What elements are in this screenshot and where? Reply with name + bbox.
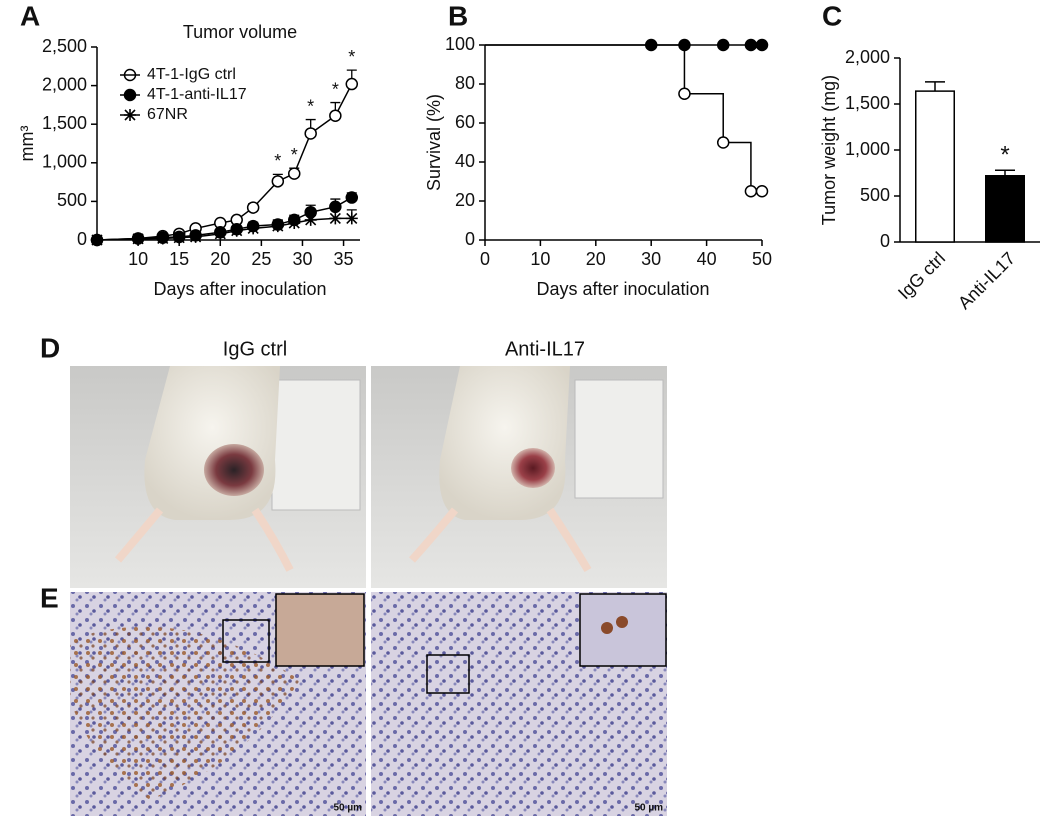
- marker: [716, 38, 730, 52]
- legend-label: 4T-1-IgG ctrl: [147, 66, 236, 83]
- micrograph-igg: [70, 592, 366, 816]
- y-tick-label: 60: [455, 112, 475, 132]
- panel-label: E: [40, 582, 59, 613]
- significance-mark: *: [1000, 142, 1009, 169]
- error-bar: [995, 169, 1015, 176]
- marker: [744, 38, 758, 52]
- legend-label: 4T-1-anti-IL17: [147, 86, 247, 103]
- marker: [156, 232, 169, 245]
- y-axis-label: Tumor weight (mg): [819, 75, 839, 225]
- marker: [189, 230, 202, 243]
- x-tick-label: 10: [530, 249, 550, 269]
- marker: [132, 232, 145, 245]
- panel-label: D: [40, 332, 60, 363]
- x-tick-label: 20: [210, 249, 230, 269]
- legend-label: 67NR: [147, 106, 188, 123]
- y-tick-label: 2,000: [845, 47, 890, 67]
- x-axis-label: Days after inoculation: [153, 279, 326, 299]
- marker: [345, 212, 358, 225]
- panel-label: B: [448, 0, 468, 31]
- significance-mark: *: [348, 47, 355, 67]
- bar: [985, 175, 1025, 243]
- marker: [91, 234, 103, 246]
- photo-igg: [70, 366, 366, 588]
- scale-bar-label: 50 µm: [333, 803, 362, 814]
- y-tick-label: 80: [455, 73, 475, 93]
- micrograph-anti: [371, 592, 667, 816]
- y-tick-label: 2,000: [42, 74, 87, 94]
- x-tick-label: 50: [752, 249, 772, 269]
- panel-label: A: [20, 0, 40, 31]
- x-tick-label: 35: [334, 249, 354, 269]
- y-axis-label: Survival (%): [424, 94, 444, 191]
- survival-line: [485, 44, 762, 192]
- y-tick-label: 0: [465, 229, 475, 249]
- marker: [288, 167, 301, 180]
- marker: [246, 201, 260, 214]
- x-tick-label: Anti-IL17: [954, 248, 1019, 313]
- significance-mark: *: [332, 79, 339, 99]
- y-tick-label: 20: [455, 190, 475, 210]
- marker: [230, 224, 243, 237]
- y-tick-label: 500: [57, 190, 87, 210]
- column-title: Anti-IL17: [505, 338, 585, 360]
- y-tick-label: 100: [445, 34, 475, 54]
- marker: [744, 185, 758, 198]
- y-tick-label: 1,500: [42, 113, 87, 133]
- marker: [345, 77, 359, 91]
- marker: [716, 136, 730, 149]
- marker: [329, 109, 342, 122]
- x-tick-label: IgG ctrl: [894, 248, 949, 303]
- significance-mark: *: [307, 96, 314, 116]
- marker: [214, 227, 227, 240]
- error-bar: [925, 81, 945, 92]
- marker: [271, 220, 284, 233]
- photo-anti: [371, 366, 667, 588]
- marker: [173, 231, 186, 244]
- marker: [345, 191, 359, 204]
- significance-mark: *: [274, 151, 281, 171]
- x-tick-label: 15: [169, 249, 189, 269]
- y-tick-label: 2,500: [42, 36, 87, 56]
- x-tick-label: 10: [128, 249, 148, 269]
- column-title: IgG ctrl: [223, 338, 287, 360]
- marker: [247, 222, 260, 235]
- y-tick-label: 0: [77, 229, 87, 249]
- significance-mark: *: [291, 145, 298, 165]
- bar: [915, 90, 955, 243]
- y-tick-label: 1,000: [42, 152, 87, 172]
- x-tick-label: 30: [641, 249, 661, 269]
- y-tick-label: 40: [455, 151, 475, 171]
- x-tick-label: 25: [251, 249, 271, 269]
- chart-title: Tumor volume: [183, 22, 297, 42]
- x-tick-label: 0: [480, 249, 490, 269]
- marker: [271, 175, 285, 188]
- marker: [678, 87, 691, 100]
- marker: [304, 213, 317, 226]
- marker: [329, 212, 342, 225]
- panel-label: C: [822, 0, 842, 31]
- y-tick-label: 1,000: [845, 139, 890, 159]
- y-tick-label: 500: [860, 185, 890, 205]
- scale-bar-label: 50 µm: [634, 803, 663, 814]
- marker: [755, 38, 769, 52]
- marker: [755, 185, 769, 198]
- marker: [304, 127, 317, 140]
- y-axis-label: mm³: [17, 126, 37, 162]
- y-tick-label: 0: [880, 231, 890, 251]
- x-axis-label: Days after inoculation: [536, 279, 709, 299]
- y-tick-label: 1,500: [845, 93, 890, 113]
- x-tick-label: 40: [697, 249, 717, 269]
- x-tick-label: 30: [292, 249, 312, 269]
- marker: [288, 217, 301, 230]
- x-tick-label: 20: [586, 249, 606, 269]
